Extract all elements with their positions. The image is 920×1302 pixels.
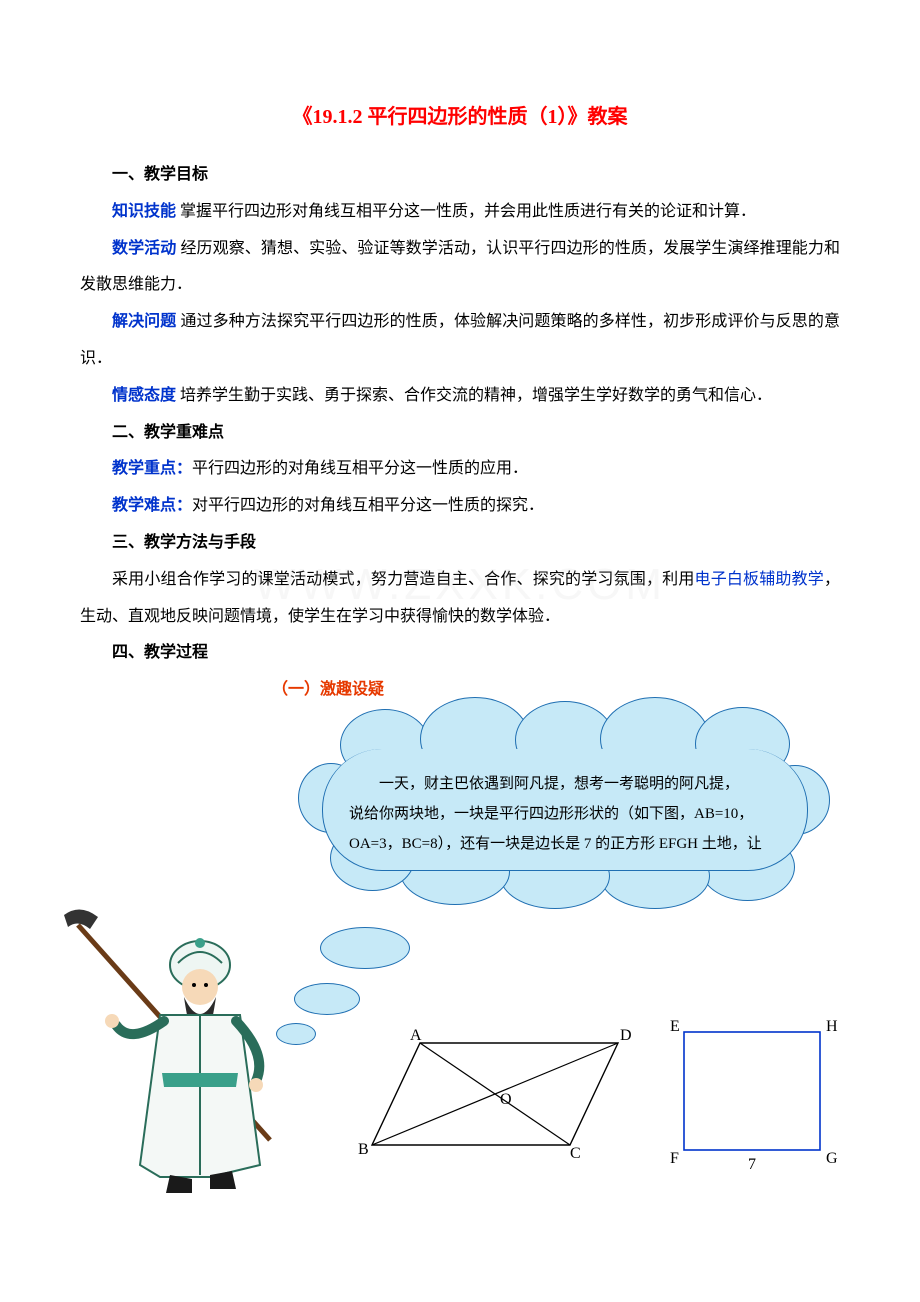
illustration: 一天，财主巴依遇到阿凡提，想考一考聪明的阿凡提， 说给你两块地，一块是平行四边形… — [80, 715, 840, 1195]
label-d: D — [620, 1027, 632, 1045]
label-a: A — [410, 1027, 422, 1045]
s2-text-0: 平行四边形的对角线互相平分这一性质的应用． — [192, 460, 528, 477]
cloud-line-3: OA=3，BC=8），还有一块是边长是 7 的正方形 EFGH 土地，让 — [349, 829, 781, 859]
s2-label-0: 教学重点： — [112, 460, 192, 477]
label-side: 7 — [748, 1156, 756, 1174]
s2-item-1: 教学难点：对平行四边形的对角线互相平分这一性质的探究． — [80, 488, 840, 525]
s1-text-1: 经历观察、猜想、实验、验证等数学活动，认识平行四边形的性质，发展学生演绎推理能力… — [80, 240, 840, 294]
title-text: 《19.1.2 平行四边形的性质（1）》教案 — [293, 106, 628, 128]
character-svg — [60, 905, 320, 1195]
section-4-heading: 四、教学过程 — [80, 635, 840, 672]
label-g: G — [826, 1150, 838, 1168]
cloud-line-2: 说给你两块地，一块是平行四边形形状的（如下图，AB=10， — [349, 799, 781, 829]
s2-item-0: 教学重点：平行四边形的对角线互相平分这一性质的应用． — [80, 451, 840, 488]
label-h: H — [826, 1018, 838, 1036]
s1-label-2: 解决问题 — [112, 313, 176, 330]
s1-label-3: 情感态度 — [112, 387, 176, 404]
label-f: F — [670, 1150, 679, 1168]
cloud-line-1: 一天，财主巴依遇到阿凡提，想考一考聪明的阿凡提， — [349, 769, 781, 799]
s3-blue: 电子白板辅助教学 — [695, 571, 824, 588]
s1-text-2: 通过多种方法探究平行四边形的性质，体验解决问题策略的多样性，初步形成评价与反思的… — [80, 313, 840, 367]
s3-body: 采用小组合作学习的课堂活动模式，努力营造自主、合作、探究的学习氛围，利用电子白板… — [80, 562, 840, 636]
s1-item-1: 数学活动 经历观察、猜想、实验、验证等数学活动，认识平行四边形的性质，发展学生演… — [80, 231, 840, 305]
label-c: C — [570, 1145, 581, 1163]
section-3-heading: 三、教学方法与手段 — [80, 525, 840, 562]
page-title: 《19.1.2 平行四边形的性质（1）》教案 — [80, 100, 840, 129]
s1-item-3: 情感态度 培养学生勤于实践、勇于探索、合作交流的精神，增强学生学好数学的勇气和信… — [80, 378, 840, 415]
s2-text-1: 对平行四边形的对角线互相平分这一性质的探究． — [192, 497, 544, 514]
section-1-heading: 一、教学目标 — [80, 157, 840, 194]
s4-sub-text: （一）激趣设疑 — [272, 681, 384, 698]
section-2-heading: 二、教学重难点 — [80, 415, 840, 452]
square-svg — [670, 1018, 840, 1178]
s1-label-0: 知识技能 — [112, 203, 176, 220]
cloud-body: 一天，财主巴依遇到阿凡提，想考一考聪明的阿凡提， 说给你两块地，一块是平行四边形… — [322, 749, 808, 871]
label-b: B — [358, 1141, 369, 1159]
s3-pre: 采用小组合作学习的课堂活动模式，努力营造自主、合作、探究的学习氛围，利用 — [112, 571, 695, 588]
label-o: O — [500, 1091, 512, 1109]
s1-item-2: 解决问题 通过多种方法探究平行四边形的性质，体验解决问题策略的多样性，初步形成评… — [80, 304, 840, 378]
thought-bubble — [320, 927, 410, 969]
avanti-character — [60, 905, 320, 1195]
label-e: E — [670, 1018, 680, 1036]
s1-item-0: 知识技能 掌握平行四边形对角线互相平分这一性质，并会用此性质进行有关的论证和计算… — [80, 194, 840, 231]
s1-label-1: 数学活动 — [112, 240, 176, 257]
square-diagram: E H F G 7 — [670, 1018, 840, 1178]
s2-label-1: 教学难点： — [112, 497, 192, 514]
parallelogram-diagram: A D B C O — [370, 1025, 630, 1165]
s1-text-0: 掌握平行四边形对角线互相平分这一性质，并会用此性质进行有关的论证和计算． — [176, 203, 756, 220]
s1-text-3: 培养学生勤于实践、勇于探索、合作交流的精神，增强学生学好数学的勇气和信心． — [176, 387, 772, 404]
thought-cloud: 一天，财主巴依遇到阿凡提，想考一考聪明的阿凡提， 说给你两块地，一块是平行四边形… — [300, 715, 830, 901]
